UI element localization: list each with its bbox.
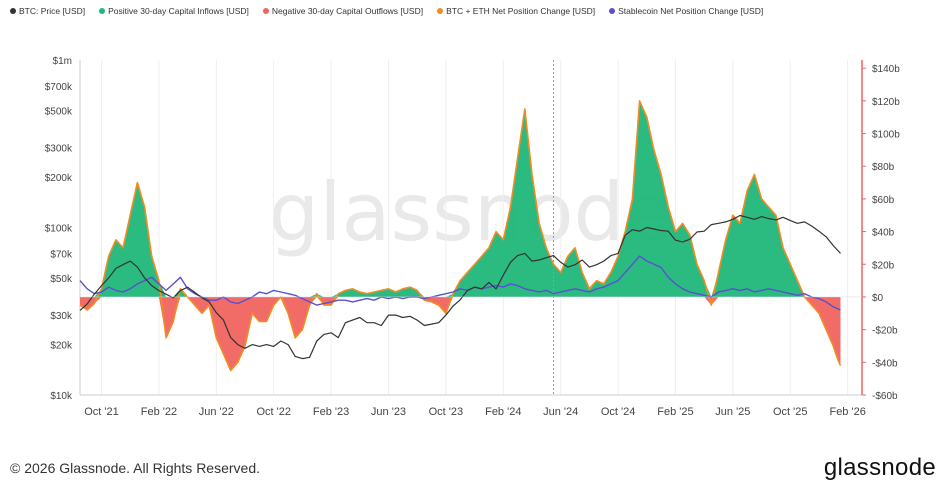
copyright-text: © 2026 Glassnode. All Rights Reserved. [10, 460, 261, 476]
x-tick-label: Oct '23 [429, 406, 464, 418]
legend-swatch [99, 8, 106, 14]
legend-swatch [437, 8, 444, 14]
right-tick-label: $120b [872, 97, 900, 108]
left-tick-label: $20k [50, 341, 73, 352]
btc-eth-net-position-line [79, 100, 842, 372]
legend-item-positive-inflows[interactable]: Positive 30-day Capital Inflows [USD] [99, 6, 249, 16]
positive-inflows-area [80, 100, 841, 298]
left-tick-label: $50k [50, 274, 73, 285]
legend-item-stablecoin-net[interactable]: Stablecoin Net Position Change [USD] [609, 6, 763, 16]
right-tick-label: $0 [872, 293, 884, 304]
legend-swatch [609, 8, 616, 14]
left-tick-label: $700k [45, 82, 73, 93]
legend-label: Negative 30-day Capital Outflows [USD] [271, 6, 424, 16]
right-tick-label: $60b [872, 195, 895, 206]
legend-label: Stablecoin Net Position Change [USD] [618, 6, 764, 16]
left-tick-label: $200k [45, 173, 73, 184]
legend-swatch [10, 8, 16, 14]
right-tick-label: -$20b [872, 326, 898, 337]
legend-label: BTC + ETH Net Position Change [USD] [446, 6, 596, 16]
right-tick-label: $80b [872, 162, 895, 173]
x-tick-label: Feb '22 [141, 406, 177, 418]
x-tick-label: Feb '25 [657, 406, 693, 418]
left-tick-label: $70k [50, 249, 73, 260]
right-tick-label: $20b [872, 260, 895, 271]
legend: BTC: Price [USD] Positive 30-day Capital… [10, 6, 763, 16]
right-tick-label: -$60b [872, 391, 898, 402]
x-tick-label: Oct '25 [773, 406, 808, 418]
left-tick-label: $30k [50, 311, 73, 322]
left-tick-label: $500k [45, 106, 73, 117]
legend-item-btc-price[interactable]: BTC: Price [USD] [10, 6, 85, 16]
glassnode-logo[interactable]: glassnode [823, 454, 936, 481]
right-tick-label: $140b [872, 64, 900, 75]
left-tick-label: $1m [53, 56, 72, 67]
x-tick-label: Feb '23 [313, 406, 349, 418]
negative-outflows-area [80, 296, 841, 371]
x-tick-label: Jun '23 [371, 406, 406, 418]
left-tick-label: $100k [45, 224, 73, 235]
x-tick-label: Oct '24 [601, 406, 636, 418]
x-tick-label: Jun '25 [715, 406, 750, 418]
right-tick-label: $40b [872, 228, 895, 239]
legend-swatch [262, 8, 269, 14]
right-tick-label: -$40b [872, 358, 898, 369]
legend-label: BTC: Price [USD] [19, 6, 86, 16]
x-tick-label: Oct '21 [84, 406, 119, 418]
right-tick-label: $100b [872, 130, 900, 141]
legend-label: Positive 30-day Capital Inflows [USD] [108, 6, 249, 16]
x-tick-label: Jun '24 [543, 406, 578, 418]
x-tick-label: Feb '24 [485, 406, 521, 418]
legend-item-negative-outflows[interactable]: Negative 30-day Capital Outflows [USD] [262, 6, 424, 16]
x-tick-label: Oct '22 [256, 406, 291, 418]
x-tick-label: Feb '26 [829, 406, 865, 418]
watermark: glassnode [268, 166, 673, 259]
left-tick-label: $300k [45, 144, 73, 155]
left-tick-label: $10k [50, 391, 73, 402]
chart: glassnode Oct '21 Feb '22 Jun '22 Oct '22 Feb… [45, 56, 900, 418]
btc-price-line [79, 214, 841, 360]
x-tick-label: Jun '22 [199, 406, 234, 418]
stablecoin-net-position-line [79, 255, 841, 311]
legend-item-btc-eth-net[interactable]: BTC + ETH Net Position Change [USD] [437, 6, 595, 16]
